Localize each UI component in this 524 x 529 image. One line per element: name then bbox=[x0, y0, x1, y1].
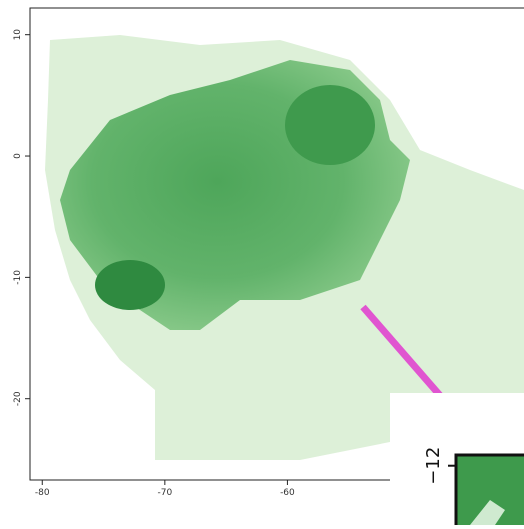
y-tick-label: -20 bbox=[13, 391, 23, 406]
figure: -80 -70 -60 10 0 -10 -20 −12 bbox=[0, 0, 524, 525]
y-tick-label: -10 bbox=[13, 270, 23, 285]
y-tick-label: 10 bbox=[13, 29, 23, 41]
x-tick-label: -60 bbox=[280, 488, 295, 498]
page: {"map": {"xlim": [-81, -40.7], "ylim": [… bbox=[0, 0, 524, 525]
x-tick-label: -80 bbox=[35, 488, 50, 498]
y-tick-label: 0 bbox=[13, 153, 23, 159]
inset-y-tick-label: −12 bbox=[423, 447, 444, 485]
forest-dense bbox=[285, 85, 375, 165]
x-tick-label: -70 bbox=[157, 488, 172, 498]
forest-dense bbox=[95, 260, 165, 310]
